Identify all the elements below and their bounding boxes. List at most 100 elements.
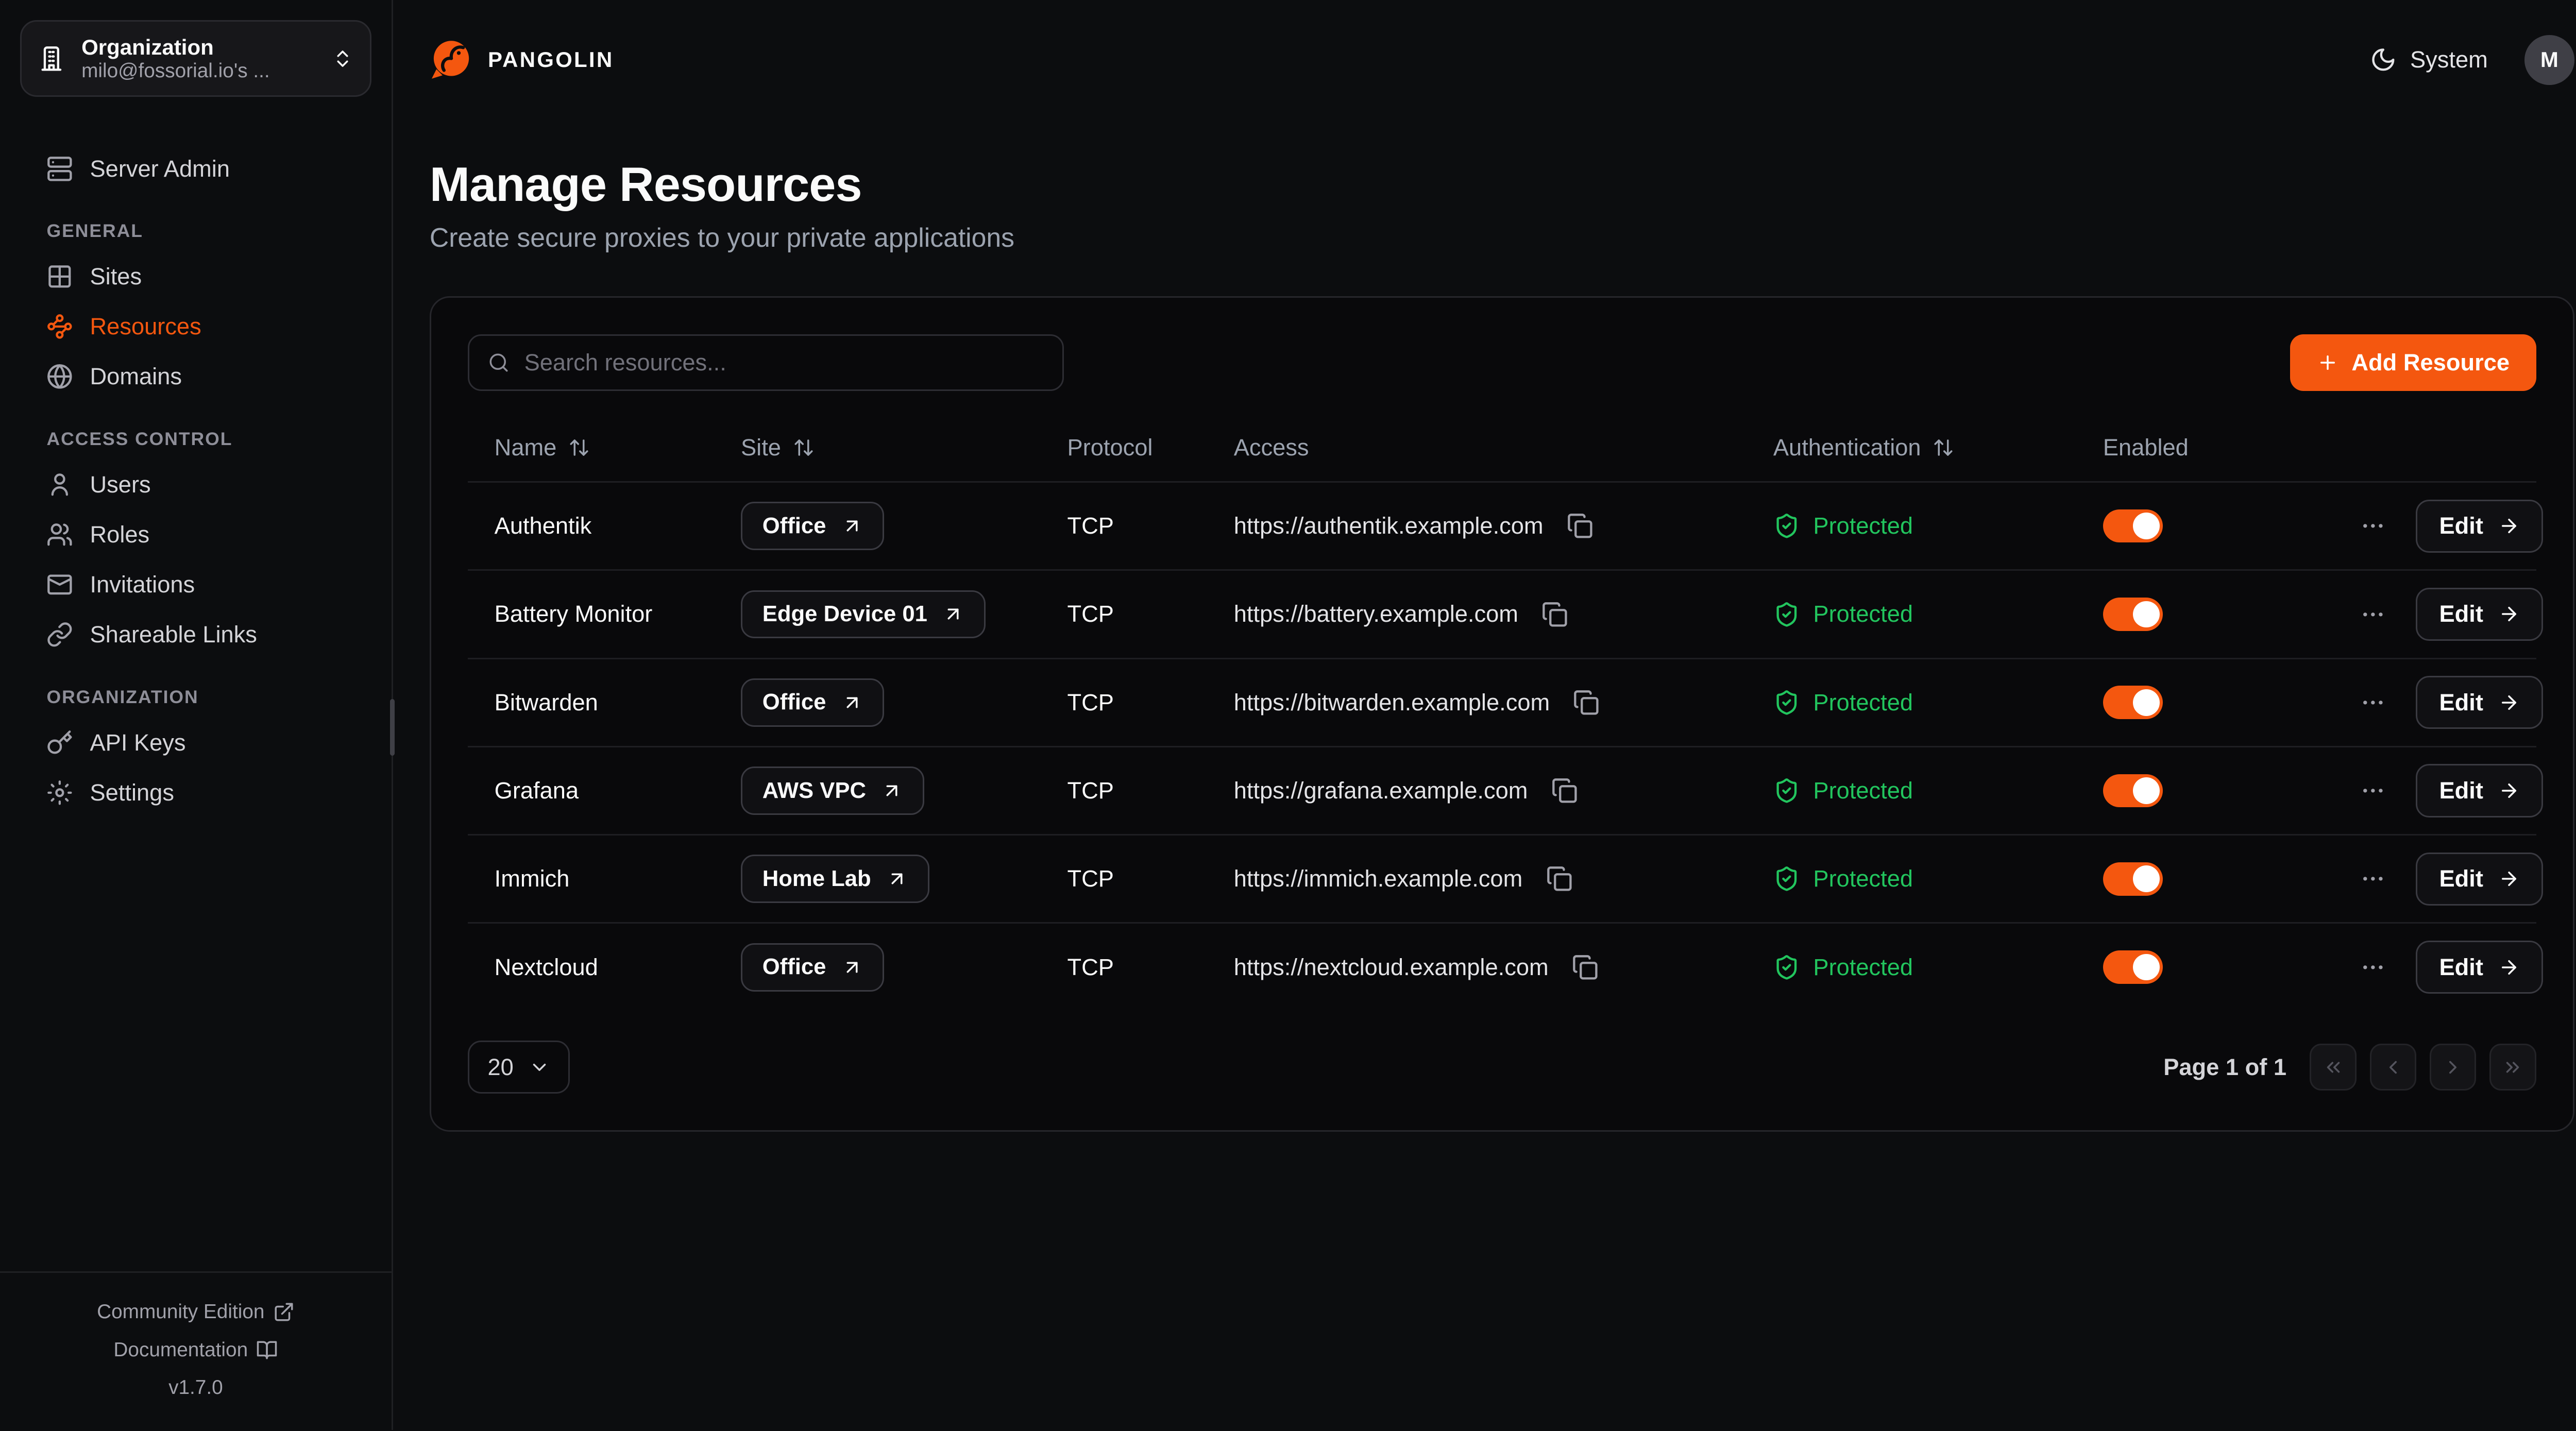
page-subtitle: Create secure proxies to your private ap… xyxy=(429,223,1015,253)
row-menu-button[interactable] xyxy=(2353,594,2393,635)
sidebar-item-shareable-links[interactable]: Shareable Links xyxy=(20,610,371,660)
row-menu-button[interactable] xyxy=(2353,859,2393,899)
column-header-enabled: Enabled xyxy=(2103,434,2189,461)
sidebar-item-settings[interactable]: Settings xyxy=(20,768,371,817)
resources-card: Add Resource Name Site Protocol Access xyxy=(429,296,2574,1132)
shield-check-icon xyxy=(1776,514,1797,538)
enabled-toggle[interactable] xyxy=(2103,950,2163,984)
resources-toolbar: Add Resource xyxy=(467,334,2536,391)
auth-status: Protected xyxy=(1747,777,2076,804)
external-link-icon xyxy=(275,1303,293,1321)
row-menu-button[interactable] xyxy=(2353,771,2393,811)
enabled-toggle[interactable] xyxy=(2103,509,2163,543)
edit-button[interactable]: Edit xyxy=(2416,764,2543,817)
auth-status: Protected xyxy=(1747,601,2076,627)
org-switcher[interactable]: Organization milo@fossorial.io's ... xyxy=(20,20,371,97)
ellipsis-icon xyxy=(2363,701,2383,705)
table-row: Grafana AWS VPC TCP https://grafana.exam… xyxy=(467,745,2543,834)
shield-check-icon xyxy=(1776,955,1797,980)
sidebar-item-domains[interactable]: Domains xyxy=(20,352,371,402)
copy-url-button[interactable] xyxy=(1535,594,1575,635)
copy-url-button[interactable] xyxy=(1545,771,1585,811)
copy-url-button[interactable] xyxy=(1565,947,1605,987)
site-name: Office xyxy=(762,690,826,715)
sidebar-item-label: Domains xyxy=(90,363,182,390)
sites-icon xyxy=(48,265,71,288)
copy-url-button[interactable] xyxy=(1539,859,1580,899)
pagination-first-button[interactable] xyxy=(2310,1044,2357,1091)
edit-button[interactable]: Edit xyxy=(2416,676,2543,729)
sort-icon[interactable] xyxy=(568,437,590,458)
access-url: https://bitwarden.example.com xyxy=(1233,689,1550,716)
sidebar-item-api-keys[interactable]: API Keys xyxy=(20,718,371,768)
copy-icon xyxy=(1552,778,1577,803)
protocol: TCP xyxy=(1067,865,1114,892)
site-link-button[interactable]: Office xyxy=(741,943,885,992)
sidebar-item-users[interactable]: Users xyxy=(20,459,371,509)
page-title: Manage Resources xyxy=(429,157,862,211)
site-link-button[interactable]: Home Lab xyxy=(741,855,929,904)
arrow-up-right-icon xyxy=(886,785,897,796)
search-icon xyxy=(489,353,508,372)
row-menu-button[interactable] xyxy=(2353,947,2393,987)
edit-button[interactable]: Edit xyxy=(2416,499,2543,553)
sidebar-item-sites[interactable]: Sites xyxy=(20,251,371,301)
chevrons-left-icon xyxy=(2327,1062,2340,1073)
sort-icon[interactable] xyxy=(793,437,815,458)
theme-toggle[interactable]: System xyxy=(2370,46,2488,73)
protocol: TCP xyxy=(1067,953,1114,980)
sidebar-resize-handle[interactable] xyxy=(389,699,395,756)
sidebar-nav: Server Admin GENERAL Sites Resources Dom… xyxy=(0,117,392,817)
pagination-last-button[interactable] xyxy=(2489,1044,2536,1091)
site-name: Office xyxy=(762,955,826,980)
add-resource-button[interactable]: Add Resource xyxy=(2290,334,2536,391)
enabled-toggle[interactable] xyxy=(2103,686,2163,720)
edit-button[interactable]: Edit xyxy=(2416,587,2543,641)
search-input[interactable] xyxy=(524,349,1044,377)
edit-button[interactable]: Edit xyxy=(2416,852,2543,906)
sidebar-item-roles[interactable]: Roles xyxy=(20,509,371,559)
site-link-button[interactable]: Edge Device 01 xyxy=(741,590,986,639)
enabled-toggle[interactable] xyxy=(2103,598,2163,631)
table-row: Immich Home Lab TCP https://immich.examp… xyxy=(467,834,2543,922)
sort-icon[interactable] xyxy=(1933,437,1954,458)
enabled-toggle[interactable] xyxy=(2103,774,2163,808)
table-row: Bitwarden Office TCP https://bitwarden.e… xyxy=(467,657,2543,746)
chevron-right-icon xyxy=(2449,1061,2457,1074)
user-avatar[interactable]: M xyxy=(2524,35,2574,85)
arrow-up-right-icon xyxy=(846,697,858,708)
resource-name: Battery Monitor xyxy=(494,601,653,627)
copy-icon xyxy=(1568,514,1592,538)
row-menu-button[interactable] xyxy=(2353,683,2393,723)
arrow-right-icon xyxy=(2501,960,2516,975)
sidebar-item-server-admin[interactable]: Server Admin xyxy=(20,144,371,194)
table-row: Nextcloud Office TCP https://nextcloud.e… xyxy=(467,922,2543,1010)
search-box xyxy=(467,334,1064,391)
gear-icon xyxy=(47,780,73,805)
sidebar-item-resources[interactable]: Resources xyxy=(20,301,371,351)
pagination-prev-button[interactable] xyxy=(2369,1044,2417,1091)
arrow-right-icon xyxy=(2501,695,2516,710)
site-link-button[interactable]: AWS VPC xyxy=(741,766,924,815)
documentation-link[interactable]: Documentation xyxy=(113,1331,278,1369)
arrow-up-right-icon xyxy=(947,608,959,620)
pagination-next-button[interactable] xyxy=(2429,1044,2477,1091)
brand: PANGOLIN xyxy=(430,38,614,81)
server-icon xyxy=(47,156,73,181)
copy-url-button[interactable] xyxy=(1560,506,1600,546)
community-edition-link[interactable]: Community Edition xyxy=(97,1293,295,1331)
row-menu-button[interactable] xyxy=(2353,506,2393,546)
site-link-button[interactable]: Office xyxy=(741,502,885,551)
site-link-button[interactable]: Office xyxy=(741,678,885,727)
shield-check-icon xyxy=(1776,690,1797,715)
page-size-select[interactable]: 20 xyxy=(467,1040,570,1094)
column-header-authentication: Authentication xyxy=(1747,434,2076,461)
enabled-toggle[interactable] xyxy=(2103,862,2163,896)
sidebar-item-invitations[interactable]: Invitations xyxy=(20,559,371,609)
edit-button[interactable]: Edit xyxy=(2416,941,2543,994)
column-header-site: Site xyxy=(714,434,1040,461)
sidebar-footer: Community Edition Documentation v1.7.0 xyxy=(0,1271,392,1430)
resource-name: Nextcloud xyxy=(494,953,598,980)
copy-url-button[interactable] xyxy=(1566,683,1606,723)
copy-icon xyxy=(1574,690,1599,715)
